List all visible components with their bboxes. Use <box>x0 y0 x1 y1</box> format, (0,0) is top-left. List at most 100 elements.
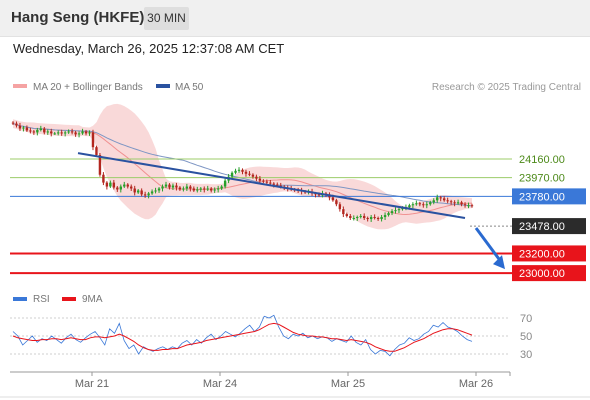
candle-body <box>123 184 126 187</box>
rsi-ma-line <box>12 322 473 352</box>
candle-body <box>356 217 359 219</box>
candle-body <box>185 186 189 189</box>
candle-body <box>199 188 202 190</box>
candle-body <box>258 178 262 181</box>
candle-body <box>213 189 216 191</box>
candle-body <box>154 190 157 192</box>
candle-body <box>262 180 265 182</box>
trendline <box>77 152 466 220</box>
candle-body <box>429 202 432 205</box>
candle-body <box>415 203 418 205</box>
candle-body <box>411 204 415 206</box>
candle-body <box>140 190 143 195</box>
candle-body <box>251 174 255 177</box>
level-label-resistance: 23970.00 <box>519 173 565 185</box>
candle-body <box>376 218 380 220</box>
level-label-support: 23000.00 <box>519 268 565 280</box>
bb-legend-swatch <box>13 84 27 88</box>
candle-body <box>279 185 282 187</box>
candle-body <box>210 188 213 191</box>
candle-body <box>380 217 383 220</box>
candle-body <box>373 217 376 219</box>
candle-body <box>237 169 241 171</box>
candle-body <box>449 201 453 203</box>
candle-body <box>439 197 442 199</box>
candle-body <box>206 188 209 190</box>
candle-body <box>130 186 133 189</box>
candle-body <box>418 203 422 205</box>
candle-body <box>241 169 244 172</box>
candle-body <box>352 218 355 220</box>
bollinger-band <box>13 103 472 230</box>
rsi-line <box>12 314 473 357</box>
x-tick-label: Mar 24 <box>203 378 237 390</box>
rsi-tick-label: 30 <box>520 349 532 361</box>
candle-body <box>171 185 175 188</box>
chart-header: Hang Seng (HKFE) 30 MIN <box>0 0 590 37</box>
candle-body <box>175 185 178 188</box>
candle-body <box>248 173 251 175</box>
candle-body <box>463 204 467 206</box>
candle-body <box>161 186 164 189</box>
candle-body <box>136 190 140 193</box>
candle-body <box>22 127 25 129</box>
candle-body <box>57 132 60 134</box>
timeframe-badge[interactable]: 30 MIN <box>144 7 189 30</box>
candle-body <box>422 204 425 206</box>
candle-body <box>230 172 234 177</box>
candle-body <box>46 131 49 133</box>
candle-body <box>442 198 446 201</box>
candle-body <box>436 197 439 201</box>
ma50-legend-label: MA 50 <box>175 82 204 93</box>
candle-body <box>11 122 15 124</box>
rsi-legend-swatch <box>13 297 27 301</box>
candle-body <box>157 188 161 191</box>
candle-body <box>366 218 369 220</box>
level-label-last: 23478.00 <box>519 221 565 233</box>
candle-body <box>363 216 366 219</box>
forecast-arrow-head <box>493 255 505 270</box>
candle-body <box>467 205 470 207</box>
candle-body <box>43 128 46 133</box>
rsi-ma-legend-swatch <box>62 297 76 301</box>
level-label-resistance: 24160.00 <box>519 154 565 166</box>
candle-body <box>203 188 206 190</box>
rsi-tick-label: 70 <box>520 313 532 325</box>
candle-body <box>25 127 29 131</box>
candle-body <box>95 147 98 156</box>
candle-body <box>255 176 258 179</box>
candle-body <box>67 131 70 133</box>
instrument-title: Hang Seng (HKFE) <box>11 9 145 26</box>
candle-body <box>74 132 77 135</box>
level-tag-pivot <box>512 188 586 205</box>
candle-body <box>81 131 84 134</box>
candle-body <box>265 181 269 183</box>
level-tag-last <box>512 218 586 235</box>
candle-body <box>18 125 22 129</box>
candle-body <box>178 187 182 190</box>
candle-body <box>133 188 136 193</box>
candle-body <box>394 210 397 212</box>
level-label-support: 23200.00 <box>519 248 565 260</box>
candle-body <box>182 188 185 190</box>
bb-legend-label: MA 20 + Bollinger Bands <box>33 82 143 93</box>
x-tick-label: Mar 21 <box>75 378 109 390</box>
candle-body <box>317 194 321 196</box>
candle-body <box>53 133 56 135</box>
candle-body <box>456 202 460 204</box>
candle-body <box>276 184 279 186</box>
level-label-pivot: 23780.00 <box>519 191 565 203</box>
candle-body <box>32 131 36 133</box>
candle-body <box>84 131 88 134</box>
candle-body <box>105 182 109 187</box>
candle-body <box>359 216 362 218</box>
candle-body <box>29 130 32 132</box>
candle-body <box>335 200 338 205</box>
candle-body <box>147 193 150 196</box>
rsi-ma-legend-label: 9MA <box>82 294 103 305</box>
candle-body <box>143 194 147 196</box>
candle-body <box>244 171 248 174</box>
candle-body <box>109 182 112 187</box>
candle-body <box>223 180 227 187</box>
